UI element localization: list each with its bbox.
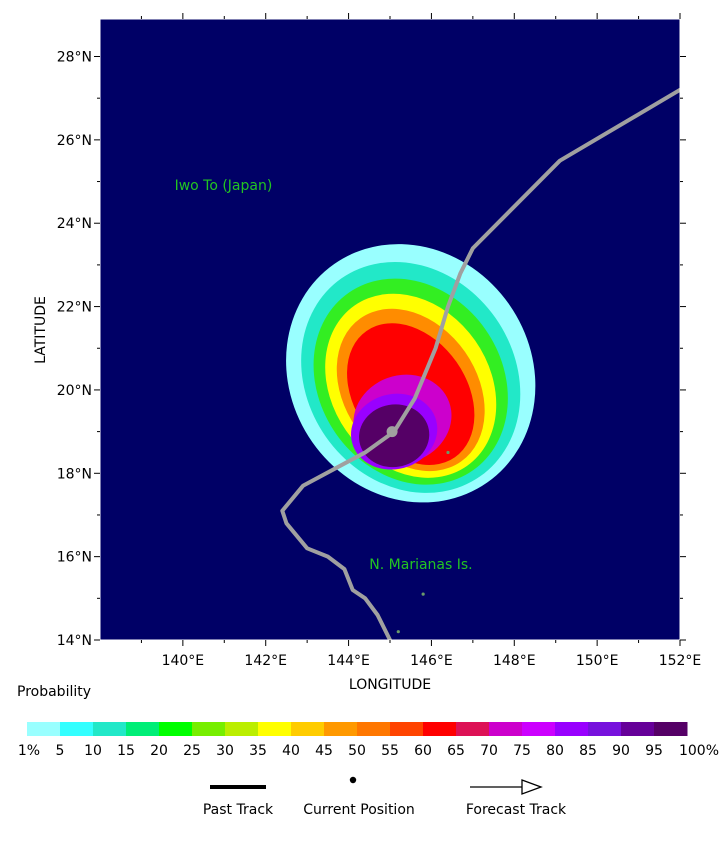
lon-tick-label: 140°E bbox=[162, 653, 205, 669]
lat-tick-label: 14°N bbox=[57, 633, 92, 649]
lat-tick-label: 16°N bbox=[57, 550, 92, 566]
legend-bin-label: 40 bbox=[282, 743, 300, 759]
legend-bin-label: 75 bbox=[513, 743, 531, 759]
current-position-legend-symbol bbox=[349, 776, 357, 784]
legend-bin-label: 5 bbox=[56, 743, 65, 759]
lon-tick-label: 152°E bbox=[659, 653, 702, 669]
latitude-ticks: 14°N 16°N 18°N 20°N 22°N 24°N 26°N 28°N bbox=[57, 50, 686, 649]
legend-bin-label: 1% bbox=[18, 743, 40, 759]
legend-bin-label: 20 bbox=[150, 743, 168, 759]
legend-bin-labels: 1% 5 10 15 20 25 30 35 40 45 50 55 60 65 70 75 80 85 90 95 1… bbox=[18, 743, 719, 759]
legend-swatch bbox=[27, 722, 61, 736]
current-position-marker bbox=[386, 426, 398, 438]
lon-tick-label: 146°E bbox=[410, 653, 453, 669]
legend-swatch bbox=[555, 722, 589, 736]
island-marker bbox=[396, 630, 400, 634]
legend-colorbar bbox=[27, 722, 688, 736]
longitude-ticks: 140°E 142°E 144°E 146°E 148°E 150°E 152°E bbox=[140, 13, 702, 669]
legend-swatch bbox=[291, 722, 325, 736]
legend-swatch bbox=[258, 722, 292, 736]
legend-bin-label: 35 bbox=[249, 743, 267, 759]
legend-bin-label: 15 bbox=[117, 743, 135, 759]
legend-end-label: 100% bbox=[679, 743, 719, 759]
legend-swatch bbox=[654, 722, 688, 736]
probability-swath bbox=[286, 244, 536, 503]
place-labels: Iwo To (Japan) N. Marianas Is. bbox=[175, 178, 473, 573]
lat-tick-label: 24°N bbox=[57, 216, 92, 232]
storm-track bbox=[280, 87, 680, 640]
legend-swatch bbox=[60, 722, 94, 736]
legend-swatch bbox=[489, 722, 523, 736]
legend-swatch bbox=[456, 722, 490, 736]
legend-bin-label: 65 bbox=[447, 743, 465, 759]
legend-swatch bbox=[159, 722, 193, 736]
lon-tick-label: 142°E bbox=[244, 653, 287, 669]
lat-tick-label: 18°N bbox=[57, 466, 92, 482]
island-markers bbox=[396, 450, 450, 634]
island-marker bbox=[421, 592, 425, 596]
legend-swatch bbox=[324, 722, 358, 736]
place-label: Iwo To (Japan) bbox=[175, 178, 273, 194]
legend-bin-label: 90 bbox=[612, 743, 630, 759]
legend-swatch bbox=[93, 722, 127, 736]
legend-swatch bbox=[126, 722, 160, 736]
legend-swatch bbox=[423, 722, 457, 736]
lon-tick-label: 148°E bbox=[493, 653, 536, 669]
lat-tick-label: 28°N bbox=[57, 50, 92, 66]
track-line bbox=[280, 87, 680, 640]
legend-bin-label: 10 bbox=[84, 743, 102, 759]
legend-swatch bbox=[357, 722, 391, 736]
legend-bin-label: 60 bbox=[414, 743, 432, 759]
legend-bin-label: 25 bbox=[183, 743, 201, 759]
legend-bin-label: 95 bbox=[645, 743, 663, 759]
lat-tick-label: 22°N bbox=[57, 300, 92, 316]
y-axis-label: LATITUDE bbox=[33, 296, 49, 364]
current-position-legend-label: Current Position bbox=[303, 802, 415, 818]
lon-tick-label: 150°E bbox=[576, 653, 619, 669]
forecast-track-legend-label: Forecast Track bbox=[466, 802, 567, 818]
place-label: N. Marianas Is. bbox=[369, 557, 472, 573]
legend-bin-label: 85 bbox=[579, 743, 597, 759]
legend-bin-label: 70 bbox=[480, 743, 498, 759]
lat-tick-label: 20°N bbox=[57, 383, 92, 399]
legend-bin-label: 30 bbox=[216, 743, 234, 759]
legend-swatch bbox=[390, 722, 424, 736]
lon-tick-label: 144°E bbox=[327, 653, 370, 669]
legend-bin-label: 80 bbox=[546, 743, 564, 759]
legend-swatch bbox=[588, 722, 622, 736]
island-marker bbox=[446, 450, 450, 455]
legend-bin-label: 55 bbox=[381, 743, 399, 759]
legend-swatch bbox=[192, 722, 226, 736]
legend-swatch bbox=[225, 722, 259, 736]
past-track-legend-label: Past Track bbox=[203, 802, 274, 818]
forecast-track-arrowhead bbox=[521, 779, 543, 795]
legend-bin-label: 50 bbox=[348, 743, 366, 759]
legend-title: Probability bbox=[17, 684, 91, 700]
legend-bin-label: 45 bbox=[315, 743, 333, 759]
x-axis-label: LONGITUDE bbox=[349, 677, 431, 693]
legend-swatch bbox=[522, 722, 556, 736]
lat-tick-label: 26°N bbox=[57, 133, 92, 149]
legend-swatch bbox=[621, 722, 655, 736]
